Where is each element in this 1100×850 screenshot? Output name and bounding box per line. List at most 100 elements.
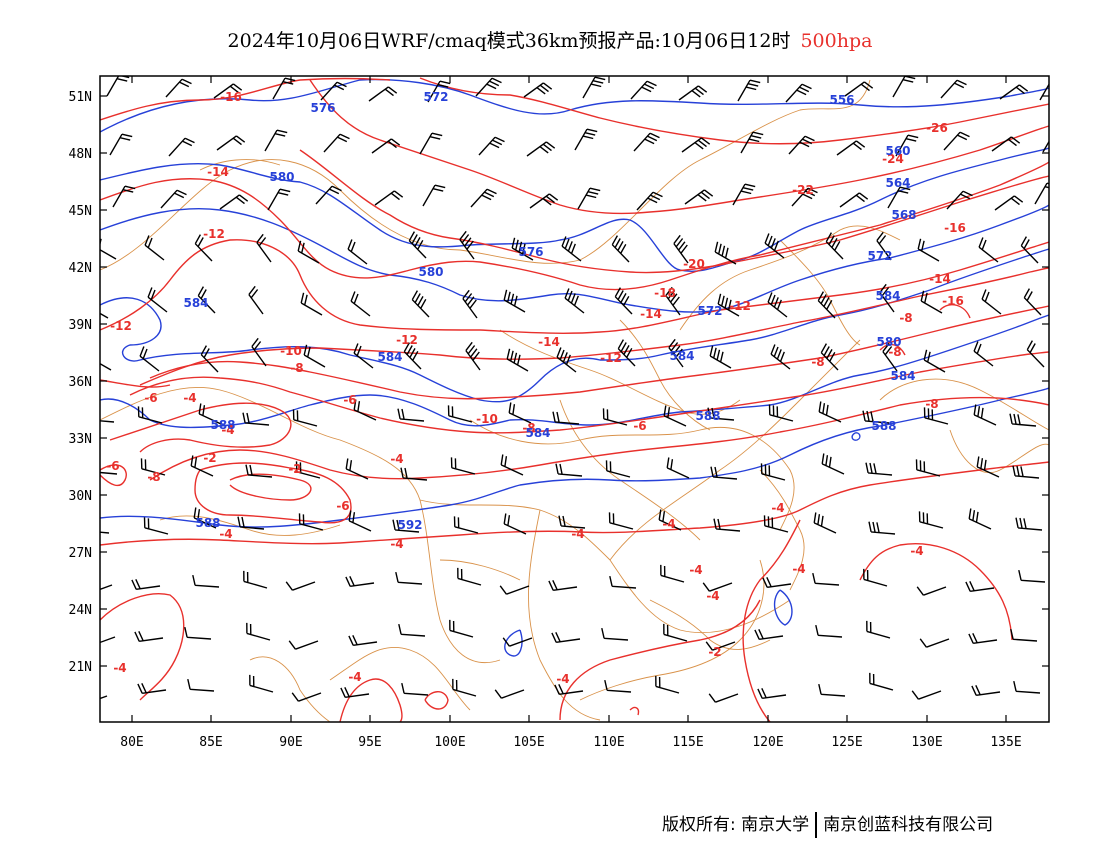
wind-barb: [760, 463, 786, 481]
wind-barb: [345, 576, 375, 587]
wind-barb: [449, 619, 474, 638]
wind-barb: [994, 195, 1024, 211]
longitude-axis: 80E 85E 90E 95E 100E 105E 110E 115E 120E 125E 130E…: [120, 76, 1022, 750]
height-contour-label: 584: [890, 369, 915, 383]
wind-barb: [160, 189, 187, 209]
wind-barb: [818, 683, 846, 697]
wind-barb: [1009, 413, 1037, 427]
temperature-contour-label: -8: [888, 345, 901, 359]
wind-barb: [144, 235, 165, 261]
wind-barb: [582, 76, 606, 99]
temperature-contour-label: -12: [110, 319, 132, 333]
wind-barb: [943, 131, 970, 151]
wind-barb: [1020, 236, 1039, 264]
wind-barb: [100, 636, 116, 644]
wind-barb: [285, 581, 316, 591]
wind-barb: [1023, 288, 1042, 316]
temperature-contour-label: -4: [348, 670, 361, 684]
wind-barb: [868, 521, 896, 535]
lon-tick-label: 115E: [672, 735, 703, 750]
wind-barb: [246, 622, 271, 641]
wind-barb: [100, 420, 115, 423]
wind-barb: [577, 187, 601, 210]
wind-barb: [371, 138, 401, 154]
wind-barb: [216, 135, 246, 151]
wind-barb: [658, 509, 682, 531]
wind-barb: [556, 347, 577, 373]
height-contour-label: 572: [867, 249, 892, 263]
wind-barb: [245, 464, 273, 478]
wind-barb: [668, 338, 684, 368]
wind-barb: [494, 689, 525, 699]
pressure-level: 500hpa: [800, 30, 873, 52]
wind-barb: [702, 582, 733, 592]
wind-barb: [392, 519, 420, 533]
wind-barb: [303, 344, 326, 368]
temperature-contour-label: -4: [689, 563, 702, 577]
wind-barb: [767, 292, 788, 318]
wind-barb: [315, 185, 342, 205]
wind-barb: [1012, 465, 1040, 479]
wind-barb: [288, 640, 319, 650]
temperature-contour-label: -6: [106, 459, 119, 473]
height-contour-label: 572: [423, 90, 448, 104]
wind-barb: [184, 626, 212, 640]
wind-barb: [863, 568, 888, 587]
wind-barb: [602, 408, 628, 426]
wind-barb: [353, 343, 374, 369]
wind-barb: [821, 453, 845, 475]
wind-barb: [663, 623, 688, 642]
wind-barb: [323, 133, 350, 153]
wind-barb: [918, 511, 944, 529]
lon-tick-label: 95E: [358, 735, 381, 750]
wind-barb: [340, 687, 370, 698]
wind-barb: [143, 517, 169, 535]
temperature-contour-label: -12: [203, 227, 225, 241]
wind-barb: [678, 85, 708, 101]
wind-barb: [400, 467, 428, 481]
temperature-contour-label: -4: [571, 527, 584, 541]
height-contour-label: 572: [697, 304, 722, 318]
temperature-contour-label: -4: [390, 452, 403, 466]
wind-barb: [558, 515, 586, 529]
wind-barb: [991, 136, 1021, 152]
lat-tick-label: 30N: [69, 489, 92, 504]
wind-barb: [523, 82, 553, 98]
temperature-contour-label: -4: [183, 391, 196, 405]
wind-barb: [920, 290, 943, 314]
wind-barb: [869, 672, 894, 691]
temperature-contour-label: -18: [654, 286, 676, 300]
height-contour-label: 584: [183, 296, 208, 310]
wind-barb: [636, 191, 663, 211]
lon-tick-label: 90E: [279, 735, 302, 750]
chart-title: 2024年10月06日WRF/cmaq模式36km预报产品:10月06日12时 5…: [0, 26, 1100, 53]
wind-barb: [946, 190, 973, 210]
wind-barb: [836, 140, 866, 156]
wind-barb: [999, 84, 1029, 100]
lat-tick-label: 33N: [69, 432, 92, 447]
wind-barb: [655, 675, 680, 694]
wind-barb: [508, 402, 532, 424]
wind-barb: [968, 508, 992, 530]
wind-barb: [923, 349, 946, 373]
wind-barb: [190, 455, 214, 477]
height-contour-label: 588: [871, 419, 896, 433]
wind-barb: [812, 572, 840, 586]
wind-barb: [529, 193, 559, 209]
wind-barb: [503, 513, 527, 535]
wind-barb: [100, 238, 117, 260]
wind-barb: [422, 184, 446, 207]
wind-barb: [713, 518, 741, 532]
wind-barb: [1034, 182, 1049, 205]
wind-barb: [249, 674, 274, 693]
temperature-contour-label: -12: [396, 333, 418, 347]
wind-barb: [561, 236, 582, 262]
wind-barb: [609, 575, 637, 589]
wind-barb: [732, 183, 756, 206]
wind-barb: [976, 456, 1000, 478]
wind-barb: [754, 629, 784, 640]
wind-barb: [112, 185, 136, 208]
wind-barb: [256, 233, 272, 263]
wind-barb: [768, 404, 794, 422]
lon-tick-label: 120E: [752, 735, 783, 750]
